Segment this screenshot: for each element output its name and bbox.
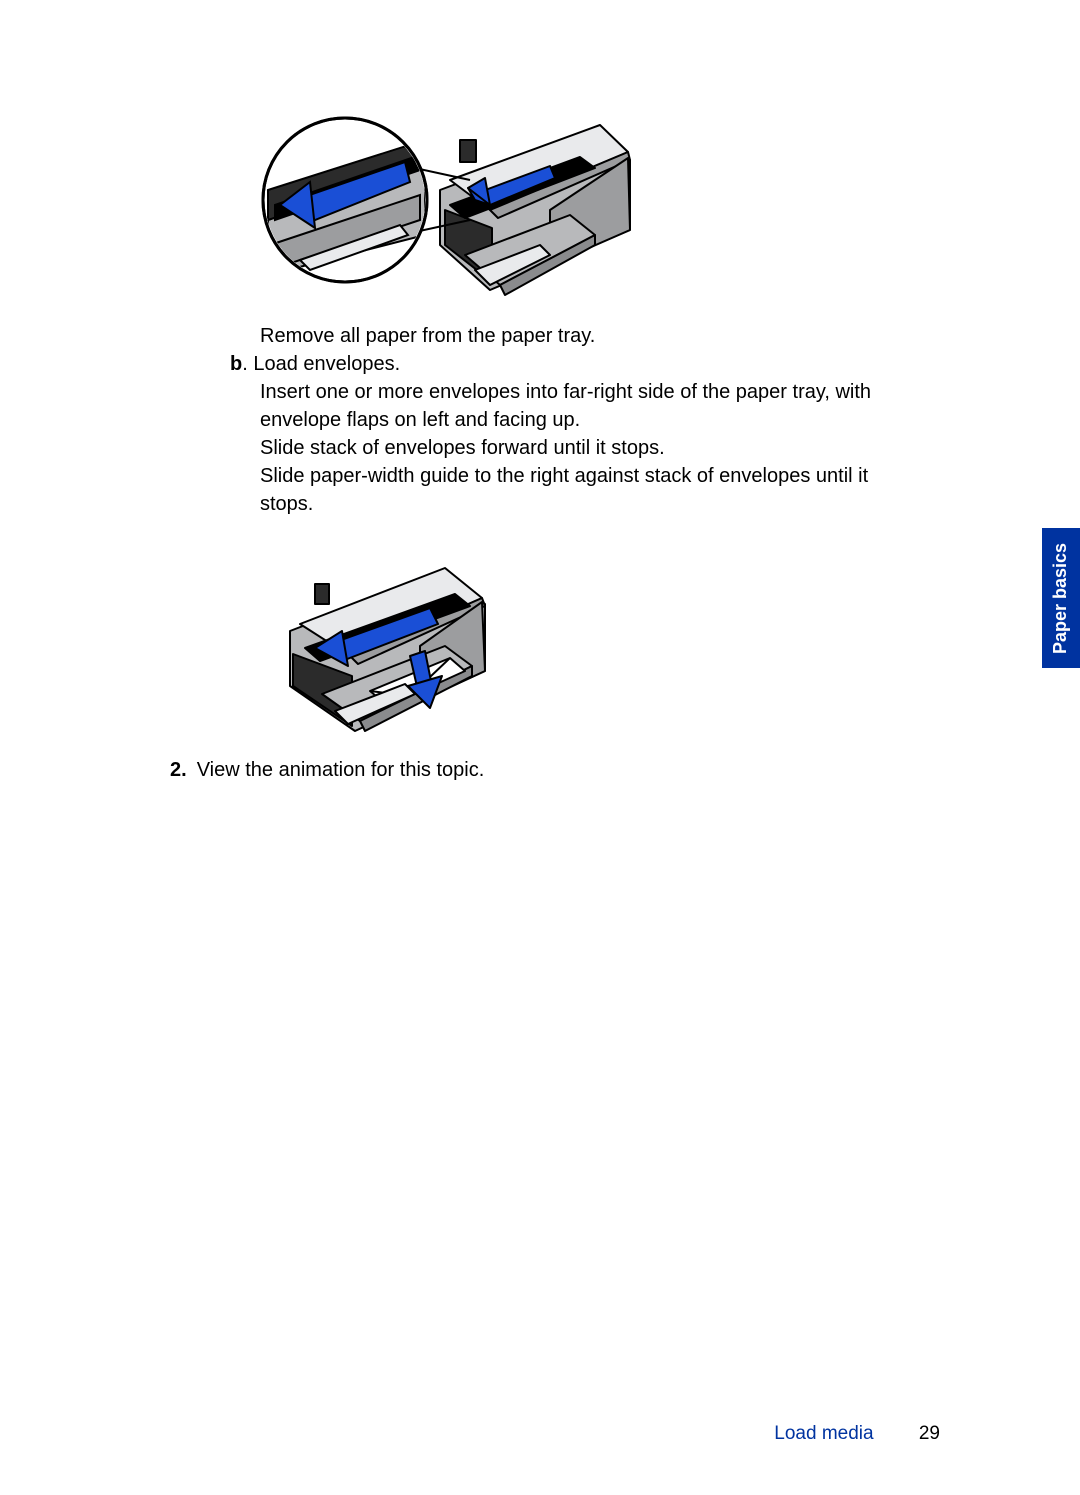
footer-section: Load media (774, 1423, 873, 1444)
text-slide-stack: Slide stack of envelopes forward until i… (260, 434, 890, 462)
step-b-line: b. Load envelopes. (230, 350, 890, 378)
step-2-text: View the animation for this topic. (197, 756, 485, 784)
step-2: 2. View the animation for this topic. (170, 756, 890, 784)
text-remove-paper: Remove all paper from the paper tray. (260, 322, 890, 350)
text-insert-2: envelope flaps on left and facing up. (260, 406, 890, 434)
text-insert-1: Insert one or more envelopes into far-ri… (260, 378, 890, 406)
figure-printer-load-envelopes (260, 536, 520, 746)
figure-printer-remove-paper (250, 70, 640, 312)
page-footer: Load media 29 (774, 1423, 940, 1445)
step-2-marker: 2. (170, 756, 187, 784)
text-slide-guide: Slide paper-width guide to the right aga… (260, 462, 890, 518)
section-tab-label: Paper basics (1051, 542, 1072, 653)
section-tab: Paper basics (1042, 528, 1080, 668)
page: Remove all paper from the paper tray. b.… (0, 0, 1080, 1495)
step-b-marker: b (230, 353, 242, 375)
step-b-title: . Load envelopes. (242, 353, 400, 375)
footer-page-number: 29 (919, 1423, 940, 1444)
content-area: Remove all paper from the paper tray. b.… (170, 70, 890, 784)
